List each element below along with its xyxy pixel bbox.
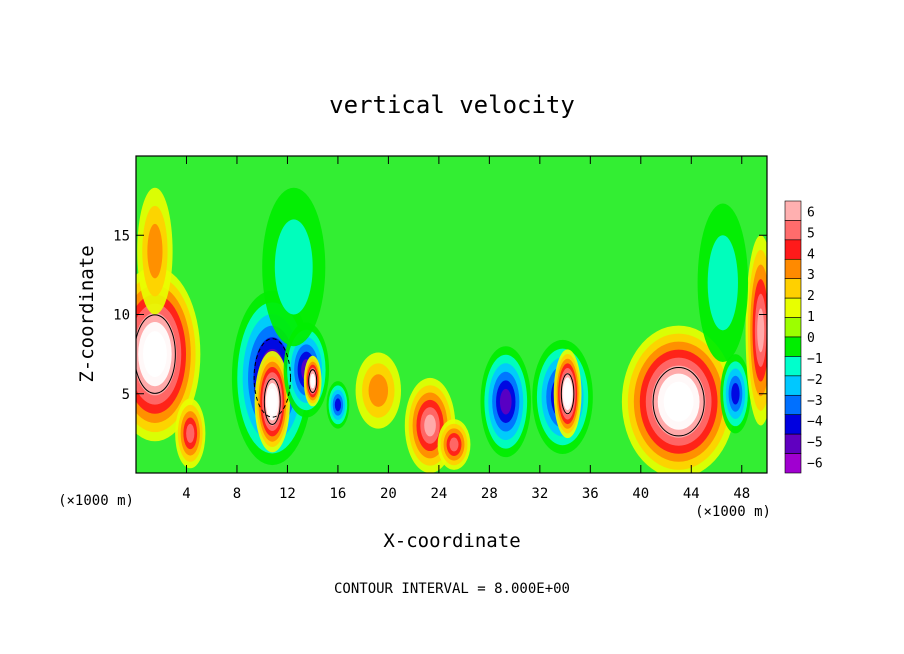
field-level <box>368 374 389 407</box>
field-level <box>449 437 459 452</box>
y-tick-label: 5 <box>122 387 130 403</box>
x-tick-label: 28 <box>481 486 498 502</box>
colorbar-label: 3 <box>807 268 815 283</box>
colorbar-swatch <box>784 356 802 377</box>
field-level <box>334 398 342 412</box>
feature-updraft-1 <box>175 398 206 469</box>
colorbar-label: −3 <box>807 394 823 409</box>
colorbar-label: 4 <box>807 247 815 262</box>
x-axis-label: X-coordinate <box>383 530 520 552</box>
feature-updraft-13 <box>621 325 736 473</box>
contour-interval-note: CONTOUR INTERVAL = 8.000E+00 <box>334 581 570 597</box>
x-tick-label: 48 <box>733 486 750 502</box>
feature-plume-16 <box>137 187 173 315</box>
y-axis-label: Z-coordinate <box>76 245 98 382</box>
x-tick-label: 36 <box>582 486 599 502</box>
y-tick-label: 15 <box>113 228 130 244</box>
field-level <box>499 388 512 415</box>
x-axis: 4 8 12 16 20 24 28 32 36 40 44 48 <box>182 156 750 502</box>
feature-core-12 <box>553 349 582 439</box>
contour-line <box>136 314 176 394</box>
colorbar-label: 1 <box>807 310 815 325</box>
colorbar-swatch <box>784 297 802 318</box>
contour-lines <box>136 314 705 437</box>
y-axis: 5 10 15 <box>113 228 767 403</box>
field-level <box>186 423 195 443</box>
x-tick-label: 8 <box>233 486 241 502</box>
feature-plume-18 <box>697 203 749 363</box>
chart-title: vertical velocity <box>329 91 575 119</box>
feature-updraft-7 <box>355 352 402 429</box>
x-axis-unit-left: (×1000 m) <box>58 493 134 509</box>
colorbar-label: 5 <box>807 226 815 241</box>
colorbar-label: −5 <box>807 436 823 451</box>
feature-core-3 <box>254 350 290 453</box>
x-tick-label: 12 <box>279 486 296 502</box>
feature-updraft-9 <box>437 419 471 470</box>
field-level <box>731 382 740 405</box>
feature-updraft-8 <box>404 377 456 473</box>
colorbar-label: −1 <box>807 352 823 367</box>
colorbar-label: 0 <box>807 331 815 346</box>
x-axis-unit-right: (×1000 m) <box>695 504 771 520</box>
colorbar-label: −6 <box>807 457 823 472</box>
x-tick-label: 40 <box>632 486 649 502</box>
x-tick-label: 24 <box>430 486 447 502</box>
contour-line <box>253 338 291 418</box>
x-tick-label: 16 <box>329 486 346 502</box>
feature-plume-17 <box>262 187 326 347</box>
field-level <box>565 386 570 401</box>
colorbar-swatch <box>784 258 802 280</box>
field-level <box>669 389 688 414</box>
colorbar-swatch <box>784 453 802 474</box>
contour-line <box>652 366 705 437</box>
contour-line <box>560 373 575 415</box>
field-level <box>311 376 315 386</box>
field-level <box>757 308 765 353</box>
x-tick-label: 20 <box>380 486 397 502</box>
field-level <box>707 235 738 331</box>
colorbar-label: 6 <box>807 205 815 220</box>
colorbar-swatch <box>784 336 802 357</box>
colorbar-swatch <box>784 200 802 221</box>
colorbar-swatch <box>784 317 802 338</box>
feature-downdraft-6 <box>326 381 350 429</box>
feature-updraft-15 <box>745 235 767 426</box>
colorbar-swatch <box>784 394 802 416</box>
contour-line <box>263 378 281 425</box>
x-tick-label: 4 <box>182 486 190 502</box>
y-tick-label: 10 <box>113 308 130 324</box>
colorbar-swatch <box>784 239 802 260</box>
colorbar: 6 5 4 3 2 1 0 −1 −2 −3 −4 −5 −6 <box>784 200 823 474</box>
field-level <box>147 223 163 279</box>
colorbar-swatch <box>784 375 802 396</box>
feature-downdraft-10 <box>480 346 532 458</box>
colorbar-swatch <box>784 278 802 299</box>
x-tick-label: 44 <box>683 486 700 502</box>
field-level <box>269 393 276 410</box>
x-tick-label: 32 <box>531 486 548 502</box>
colorbar-swatch <box>784 433 802 454</box>
colorbar-swatch <box>784 220 802 241</box>
field-level <box>147 340 163 368</box>
colorbar-label: −2 <box>807 373 823 388</box>
field-level <box>424 414 436 437</box>
field-level <box>274 219 313 315</box>
velocity-field <box>136 156 767 473</box>
contour-line <box>308 369 318 393</box>
colorbar-label: −4 <box>807 415 823 430</box>
feature-core-5 <box>303 355 322 407</box>
colorbar-label: 2 <box>807 289 815 304</box>
colorbar-swatch <box>784 414 802 435</box>
feature-downdraft-14 <box>720 354 751 434</box>
